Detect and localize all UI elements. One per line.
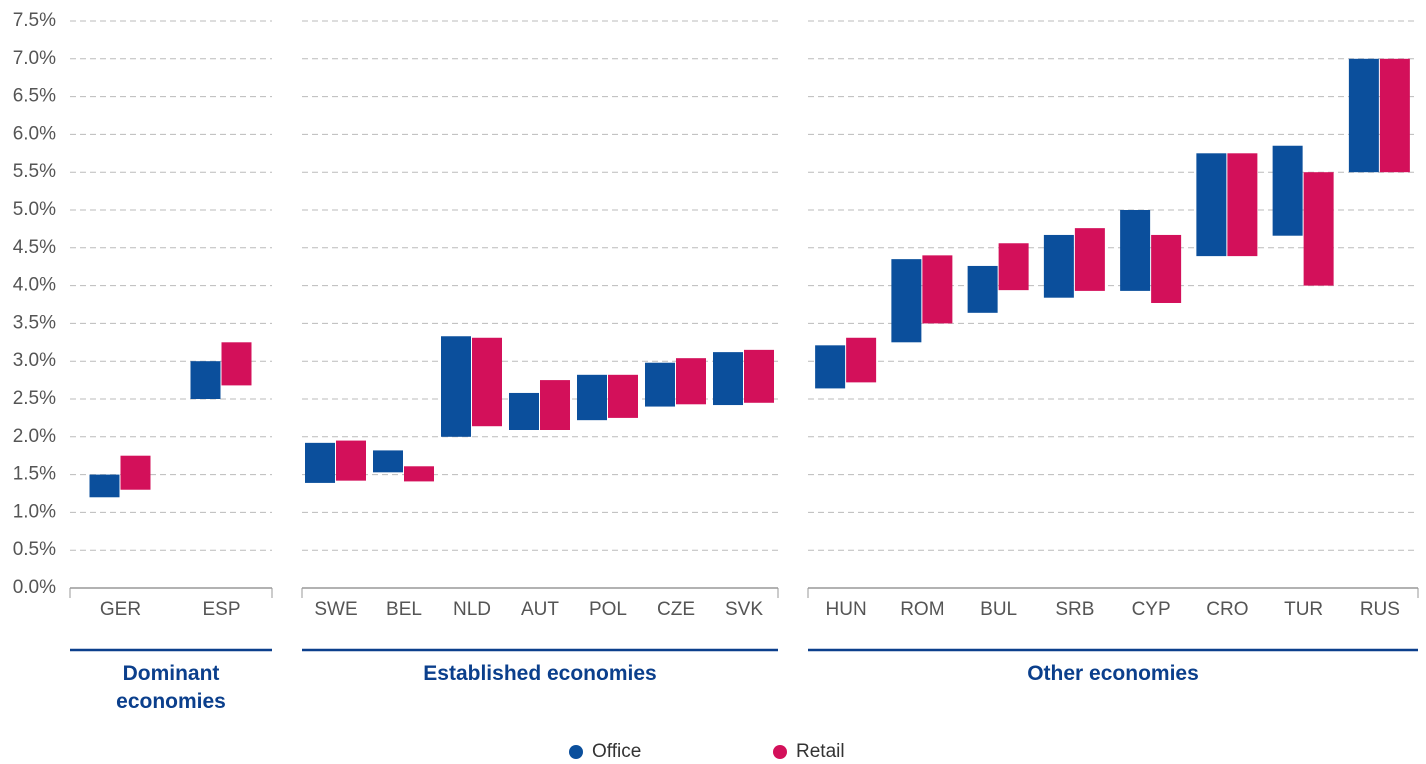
range-bar <box>89 474 120 498</box>
x-tick-label: AUT <box>521 599 559 620</box>
x-tick-label: ROM <box>900 599 944 620</box>
y-tick-label: 5.5% <box>13 161 56 182</box>
x-tick-label: RUS <box>1360 599 1400 620</box>
x-tick-label: POL <box>589 599 627 620</box>
y-tick-label: 0.5% <box>13 539 56 560</box>
y-tick-label: 3.5% <box>13 312 56 333</box>
x-tick-label: SWE <box>314 599 357 620</box>
x-tick-label: CZE <box>657 599 695 620</box>
range-bar <box>1074 228 1105 291</box>
range-bar <box>998 243 1029 291</box>
range-bar <box>815 345 846 389</box>
legend-label: Office <box>592 741 641 762</box>
range-bar <box>1151 234 1182 303</box>
range-bar <box>221 342 252 386</box>
range-bar <box>922 255 953 324</box>
legend-swatch <box>773 745 787 759</box>
legend-label: Retail <box>796 741 845 762</box>
range-bar <box>676 358 706 405</box>
range-bar <box>1379 58 1410 173</box>
range-bar <box>967 265 998 313</box>
x-tick-label: BUL <box>980 599 1017 620</box>
range-bar <box>1348 58 1379 173</box>
y-tick-label: 7.0% <box>13 48 56 69</box>
range-bar <box>645 362 675 407</box>
x-tick-label: TUR <box>1284 599 1323 620</box>
y-tick-label: 4.5% <box>13 237 56 258</box>
x-tick-label: SRB <box>1055 599 1094 620</box>
legend-swatch <box>569 745 583 759</box>
range-bar <box>577 374 607 421</box>
y-tick-label: 6.5% <box>13 86 56 107</box>
y-tick-label: 3.0% <box>13 350 56 371</box>
group-label: Established economies <box>423 662 657 685</box>
x-tick-label: BEL <box>386 599 422 620</box>
range-bar <box>540 380 570 430</box>
range-bar <box>373 450 403 473</box>
y-tick-label: 5.0% <box>13 199 56 220</box>
range-bar <box>190 361 221 399</box>
range-bar <box>1303 172 1334 286</box>
y-tick-label: 0.0% <box>13 577 56 598</box>
y-tick-label: 2.0% <box>13 426 56 447</box>
x-tick-label: CYP <box>1132 599 1171 620</box>
range-bar <box>472 337 502 427</box>
x-tick-label: HUN <box>826 599 867 620</box>
range-bar <box>336 440 366 481</box>
range-bar <box>846 337 877 383</box>
x-tick-label: SVK <box>725 599 763 620</box>
x-tick-label: NLD <box>453 599 491 620</box>
x-tick-label: ESP <box>202 599 240 620</box>
range-bar <box>891 259 922 343</box>
x-tick-label: GER <box>100 599 141 620</box>
y-tick-label: 7.5% <box>13 10 56 31</box>
range-bar <box>120 455 151 490</box>
y-tick-label: 2.5% <box>13 388 56 409</box>
y-tick-label: 1.5% <box>13 464 56 485</box>
y-tick-label: 6.0% <box>13 123 56 144</box>
y-tick-label: 4.0% <box>13 275 56 296</box>
range-bar <box>1227 153 1258 257</box>
range-bar <box>1120 210 1151 291</box>
range-bar <box>1043 234 1074 298</box>
range-bar <box>744 349 774 403</box>
range-bar <box>404 466 434 482</box>
range-bar <box>713 352 743 406</box>
range-bar <box>509 392 539 430</box>
range-bar <box>608 374 638 418</box>
range-bar <box>305 442 335 483</box>
group-label: Dominant economies <box>116 662 226 713</box>
y-tick-label: 1.0% <box>13 501 56 522</box>
range-bar <box>1272 145 1303 236</box>
range-bar <box>1196 153 1227 257</box>
range-bar <box>441 336 471 437</box>
group-label: Other economies <box>1027 662 1199 685</box>
x-tick-label: CRO <box>1206 599 1248 620</box>
